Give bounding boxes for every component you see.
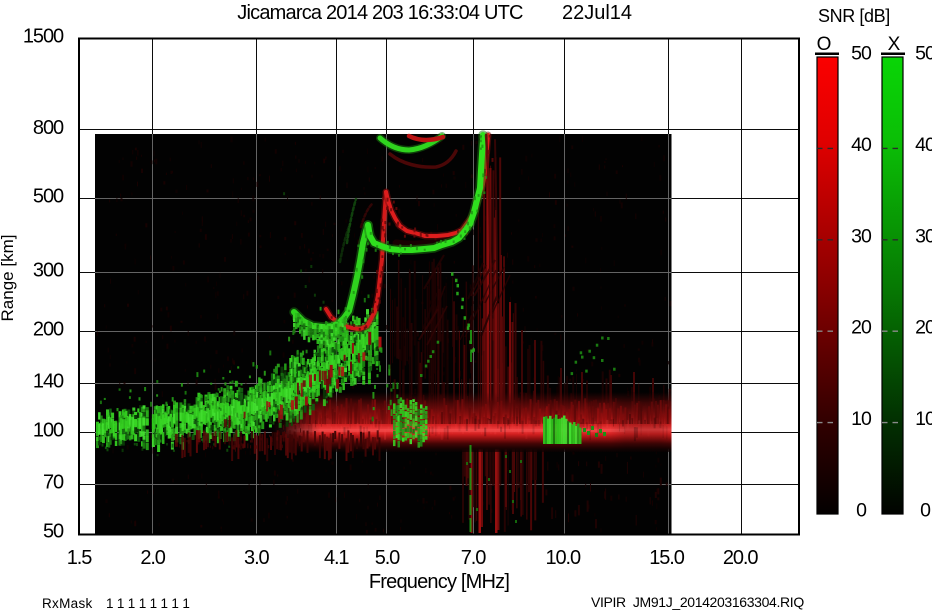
svg-text:500: 500 [33, 185, 64, 207]
svg-text:RxMask: RxMask [42, 596, 93, 611]
svg-text:Jicamarca 2014 203 16:33:04 UT: Jicamarca 2014 203 16:33:04 UTC [237, 2, 523, 24]
svg-text:20.0: 20.0 [723, 547, 759, 569]
svg-text:0: 0 [920, 500, 931, 522]
svg-text:Range [km]: Range [km] [0, 235, 17, 322]
svg-text:SNR [dB]: SNR [dB] [818, 6, 890, 26]
svg-text:2.0: 2.0 [140, 547, 165, 569]
svg-text:40: 40 [851, 134, 872, 156]
svg-text:50: 50 [43, 520, 64, 542]
svg-text:50: 50 [915, 43, 932, 65]
svg-text:Frequency [MHz]: Frequency [MHz] [369, 571, 510, 593]
svg-text:3.0: 3.0 [244, 547, 269, 569]
svg-text:11111111: 11111111 [106, 596, 194, 611]
svg-text:15.0: 15.0 [649, 547, 685, 569]
svg-text:4.1: 4.1 [324, 547, 349, 569]
svg-text:20: 20 [851, 317, 872, 339]
svg-text:30: 30 [915, 225, 932, 247]
svg-text:50: 50 [851, 43, 872, 65]
svg-text:7.0: 7.0 [461, 547, 486, 569]
svg-text:140: 140 [33, 371, 64, 393]
svg-text:X: X [888, 34, 901, 55]
svg-text:30: 30 [851, 225, 872, 247]
svg-text:0: 0 [856, 500, 867, 522]
svg-text:300: 300 [33, 260, 64, 282]
svg-text:1500: 1500 [23, 26, 64, 48]
svg-text:O: O [817, 34, 832, 55]
svg-text:800: 800 [33, 117, 64, 139]
svg-text:10: 10 [851, 408, 872, 430]
svg-text:1.5: 1.5 [67, 547, 92, 569]
svg-text:5.0: 5.0 [375, 547, 400, 569]
svg-text:40: 40 [915, 134, 932, 156]
svg-text:22Jul14: 22Jul14 [562, 2, 632, 24]
svg-text:200: 200 [33, 319, 64, 341]
svg-text:10.0: 10.0 [546, 547, 582, 569]
svg-text:VIPIR JM91J_2014203163304.RIQ: VIPIR JM91J_2014203163304.RIQ [591, 594, 804, 610]
svg-text:100: 100 [33, 420, 64, 442]
svg-text:20: 20 [915, 317, 932, 339]
svg-text:10: 10 [915, 408, 932, 430]
svg-text:70: 70 [43, 472, 64, 494]
